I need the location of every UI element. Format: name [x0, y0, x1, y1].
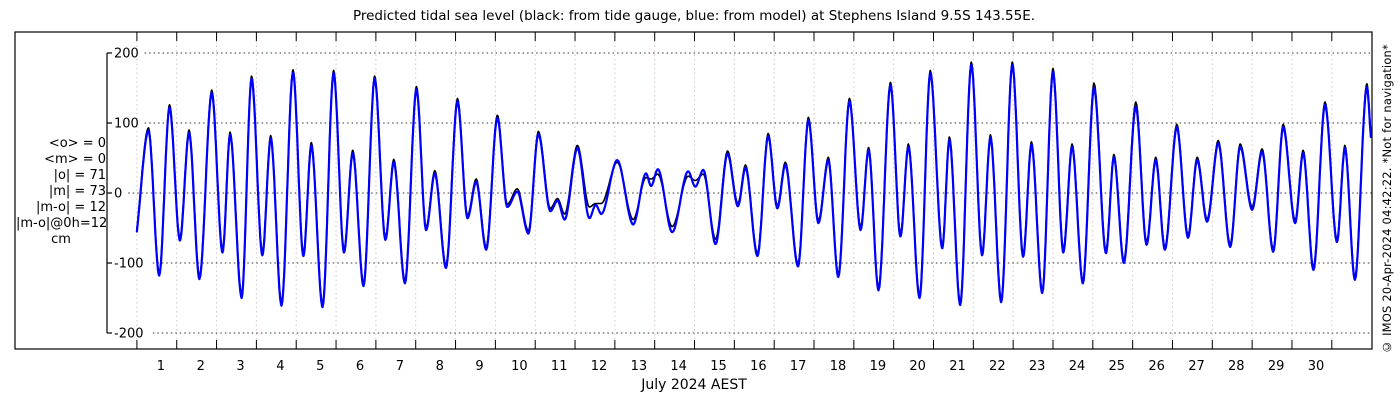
x-tick-label: 30 — [1308, 359, 1325, 374]
y-tick-label: 100 — [114, 117, 139, 132]
x-tick-label: 22 — [989, 359, 1006, 374]
x-tick-label: 29 — [1268, 359, 1285, 374]
x-tick-label: 6 — [356, 359, 364, 374]
stats-line: <m> = 0 — [44, 152, 106, 167]
plot-frame — [14, 31, 1373, 350]
x-tick-label: 13 — [631, 359, 648, 374]
x-tick-label: 15 — [710, 359, 727, 374]
stats-line: |m-o|@0h=12 — [16, 216, 108, 231]
stats-line: |m-o| = 12 — [35, 200, 106, 215]
x-tick-label: 14 — [670, 359, 687, 374]
stats-unit-label: cm — [51, 232, 71, 247]
x-tick-label: 17 — [790, 359, 807, 374]
stats-line: |m| = 73 — [48, 184, 106, 199]
x-tick-label: 28 — [1228, 359, 1245, 374]
chart-title: Predicted tidal sea level (black: from t… — [352, 8, 1036, 24]
series-model — [135, 63, 1372, 309]
x-tick-label: 26 — [1148, 359, 1165, 374]
x-tick-label: 2 — [197, 359, 205, 374]
y-tick-label: -200 — [114, 327, 144, 342]
x-tick-label: 20 — [909, 359, 926, 374]
x-tick-label: 12 — [591, 359, 608, 374]
x-tick-label: 11 — [551, 359, 568, 374]
x-tick-label: 5 — [316, 359, 324, 374]
x-tick-label: 21 — [949, 359, 966, 374]
copyright-text: © IMOS 20-Apr-2024 04:42:22. *Not for na… — [1380, 44, 1394, 354]
x-tick-label: 16 — [750, 359, 767, 374]
y-tick-label: -100 — [114, 257, 144, 272]
x-tick-label: 19 — [870, 359, 887, 374]
x-tick-label: 7 — [396, 359, 404, 374]
x-tick-label: 23 — [1029, 359, 1046, 374]
copyright-watermark: © IMOS 20-Apr-2024 04:42:22. *Not for na… — [1372, 28, 1396, 354]
x-tick-label: 3 — [236, 359, 244, 374]
y-tick-label: 0 — [114, 187, 122, 202]
x-tick-label: 27 — [1188, 359, 1205, 374]
x-tick-label: 24 — [1069, 359, 1086, 374]
stats-block: <o> = 0 <m> = 0 |o| = 71 |m| = 73 |m-o| = 12… — [16, 136, 108, 248]
x-tick-label: 9 — [475, 359, 483, 374]
x-tick-label: 1 — [157, 359, 165, 374]
stats-line: <o> = 0 — [48, 136, 106, 151]
x-tick-label: 8 — [436, 359, 444, 374]
x-tick-label: 25 — [1109, 359, 1126, 374]
x-axis-label: July 2024 AEST — [641, 377, 747, 393]
series-tide-gauge — [136, 61, 1372, 306]
stats-line: |o| = 71 — [53, 168, 106, 183]
x-tick-label: 10 — [511, 359, 528, 374]
x-tick-label: 18 — [830, 359, 847, 374]
x-tick-label: 4 — [276, 359, 284, 374]
y-tick-label: 200 — [114, 47, 139, 62]
